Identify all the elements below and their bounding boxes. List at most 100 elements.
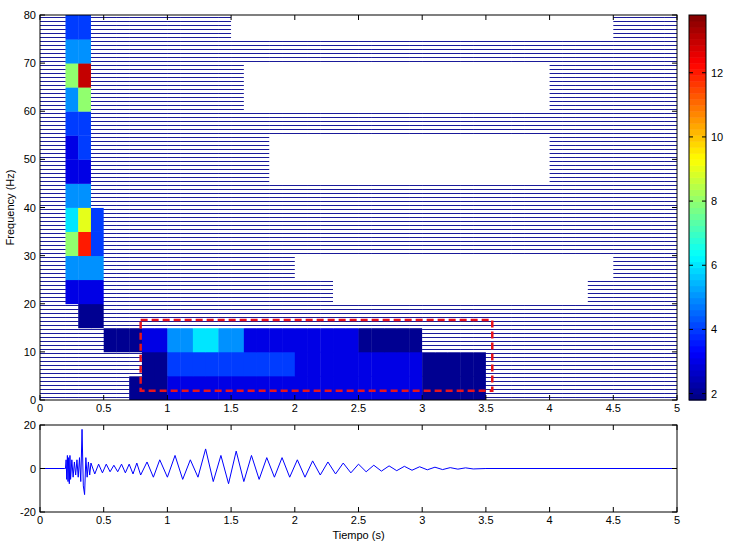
heat-cell [180, 63, 193, 87]
heat-cell [40, 208, 53, 232]
heat-cell [333, 208, 346, 232]
heat-cell [167, 15, 180, 39]
colorbar-step [689, 135, 706, 142]
heat-cell [652, 159, 665, 183]
heat-cell [65, 87, 78, 111]
heat-cell [244, 63, 257, 87]
colorbar-step [689, 105, 706, 112]
y-tick-label: 70 [24, 57, 36, 69]
colorbar-step [689, 322, 706, 329]
heat-cell [116, 256, 129, 280]
heat-cell [524, 87, 537, 111]
heat-cell [104, 232, 117, 256]
heat-cell [257, 256, 270, 280]
heat-cell [116, 135, 129, 159]
colorbar-step [689, 220, 706, 227]
heat-cell [295, 256, 308, 280]
heat-cell [384, 111, 397, 135]
x-tick [40, 15, 41, 20]
heat-cell [460, 256, 473, 280]
x-tick [485, 15, 486, 20]
heat-cell [524, 183, 537, 207]
heat-cell [333, 159, 346, 183]
x-tick [677, 507, 678, 512]
heat-cell [155, 183, 168, 207]
heat-cell [397, 159, 410, 183]
heat-cell [116, 63, 129, 87]
heat-cell [639, 111, 652, 135]
heat-cell [257, 111, 270, 135]
heat-cell [460, 135, 473, 159]
heat-cell [129, 159, 142, 183]
heat-cell [537, 39, 550, 63]
heat-cell [218, 256, 231, 280]
heat-cell [346, 208, 359, 232]
heat-cell [371, 111, 384, 135]
x-tick [485, 425, 486, 430]
heat-cell [346, 232, 359, 256]
colorbar-step [689, 93, 706, 100]
heat-cell [346, 63, 359, 87]
heat-cell [626, 256, 639, 280]
x-tick-label: 1.5 [223, 514, 238, 526]
colorbar-step [689, 123, 706, 130]
heat-cell [142, 159, 155, 183]
heat-cell [473, 39, 486, 63]
heat-cell [664, 256, 677, 280]
y-tick [672, 351, 677, 352]
heat-cell [91, 63, 104, 87]
heat-cell [308, 39, 321, 63]
heat-cell [550, 232, 563, 256]
colorbar-step [689, 63, 706, 70]
x-tick-label: 1 [164, 402, 170, 414]
y-tick [40, 111, 45, 112]
colorbar-tick-label: 4 [711, 323, 717, 335]
heat-cell [601, 111, 614, 135]
heat-cell [231, 352, 244, 376]
heat-cell [473, 87, 486, 111]
axes: 00.511.522.533.544.5501020304050607080Fr… [4, 9, 680, 414]
heat-cell [295, 39, 308, 63]
x-tick [358, 425, 359, 430]
colorbar-tick-label: 12 [711, 67, 723, 79]
heat-cell [91, 39, 104, 63]
heat-cell [550, 87, 563, 111]
colorbar-step [689, 15, 706, 22]
colorbar-step [689, 153, 706, 160]
heat-cell [371, 376, 384, 400]
heat-cell [129, 111, 142, 135]
colorbar-step [689, 280, 706, 287]
heat-cell [550, 183, 563, 207]
heat-cell [422, 280, 435, 304]
heat-cell [511, 63, 524, 87]
x-tick-label: 3 [419, 402, 425, 414]
x-tick-label: 4 [547, 402, 553, 414]
heat-cell [652, 63, 665, 87]
heat-cell [562, 183, 575, 207]
heat-cell [142, 15, 155, 39]
heat-cell [91, 232, 104, 256]
heat-cell [575, 232, 588, 256]
heat-cell [116, 208, 129, 232]
heat-cell [180, 15, 193, 39]
heat-cell [129, 63, 142, 87]
heat-cell [562, 39, 575, 63]
heat-cell [269, 159, 282, 183]
heat-cell [562, 208, 575, 232]
heat-cell [371, 256, 384, 280]
x-tick [294, 15, 295, 20]
heat-cell [40, 15, 53, 39]
heat-cell [575, 352, 588, 376]
x-tick-label: 2.5 [351, 514, 366, 526]
heat-cell [601, 280, 614, 304]
heat-cell [550, 376, 563, 400]
heat-cell [231, 256, 244, 280]
heat-cell [639, 87, 652, 111]
y-tick [40, 400, 45, 401]
heat-cell [167, 208, 180, 232]
heat-cell [193, 232, 206, 256]
y-tick [672, 63, 677, 64]
y-tick-label: 10 [24, 346, 36, 358]
heat-cell [206, 15, 219, 39]
y-tick [672, 425, 677, 426]
